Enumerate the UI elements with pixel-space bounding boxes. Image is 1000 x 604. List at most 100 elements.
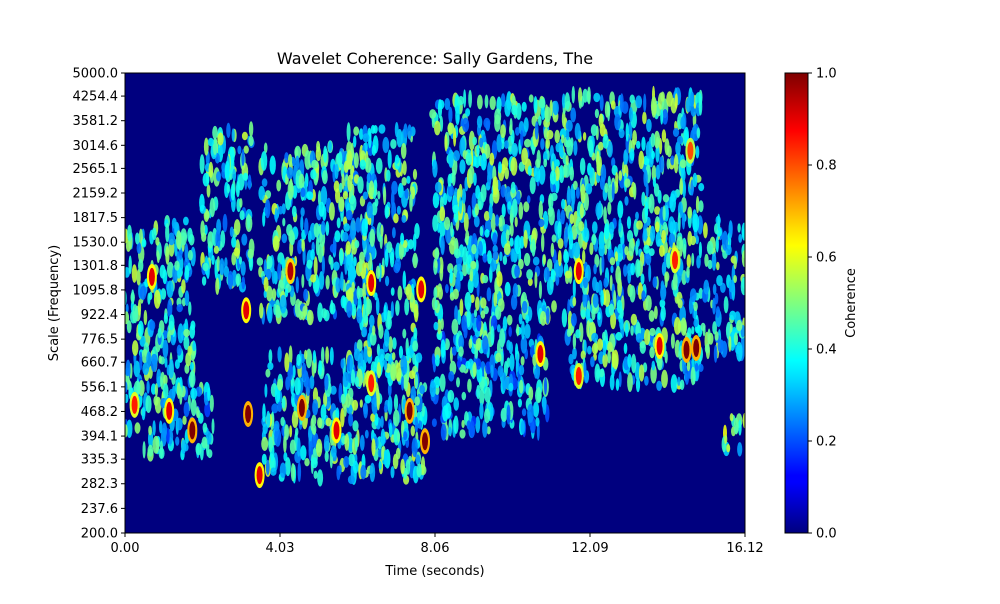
coherence-blob [262,211,266,227]
coherence-blob [674,221,679,233]
coherence-blob [317,469,324,487]
coherence-blob [187,227,193,243]
coherence-blob [188,301,192,316]
coherence-blob [383,359,388,371]
coherence-blob [217,132,224,146]
y-tick-label: 660.7 [81,356,118,371]
coherence-blob [353,288,358,307]
coherence-blob [711,251,717,271]
coherence-blob [631,353,637,374]
coherence-blob [575,329,581,339]
coherence-blob [287,180,294,200]
coherence-blob [733,332,739,346]
coherence-blob [349,267,355,286]
coherence-blob [539,311,547,326]
coherence-blob [448,149,454,168]
coherence-blob [353,135,357,148]
coherence-blob [269,155,276,175]
coherence-blob [235,273,242,286]
coherence-blob [714,331,719,341]
coherence-blob [741,222,745,241]
coherence-blob [592,293,599,308]
coherence-blob [495,214,500,227]
coherence-blob [533,166,541,183]
coherence-blob [686,266,690,278]
coherence-blob [141,406,146,421]
coherence-blob [137,320,144,337]
coherence-blob [179,386,183,405]
coherence-blob [603,277,608,289]
coherence-blob [499,251,503,262]
coherence-blob [347,475,355,484]
coherence-blob [137,299,142,316]
coherence-blob [351,281,355,293]
coherence-blob [698,363,704,372]
coherence-blob [165,223,170,243]
coherence-blob [571,189,576,206]
colorbar-axis: 0.0 0.2 0.4 0.6 0.8 1.0 [808,67,837,542]
coherence-blob [211,255,215,265]
coherence-blob [742,412,745,429]
y-axis: 200.0 237.6 282.3 335.3 394.1 468.2 556.1 660.7… [73,67,125,542]
coherence-blob [393,409,400,427]
coherence-blob [266,255,273,269]
coherence-blob [672,128,680,137]
coherence-blob [507,201,512,210]
coherence-blob [589,166,593,179]
coherence-blob [733,275,737,283]
coherence-blob [590,124,598,136]
coherence-blob [156,250,160,259]
coherence-blob [247,174,252,190]
coherence-blob [624,196,629,206]
coherence-blob [125,267,130,278]
coherence-blob [458,196,463,214]
coherence-blob [518,258,524,270]
coherence-blob [587,345,592,355]
coherence-blob [325,275,330,290]
coherence-blob [695,195,700,214]
coherence-blob [662,221,668,231]
coherence-blob [181,279,186,294]
coherence-blob [433,287,438,299]
coherence-blob [203,137,209,156]
coherence-blob [438,99,445,110]
coherence-blob [356,339,363,352]
coherence-blob [565,128,570,141]
coherence-blob [375,157,383,174]
coherence-blob [262,423,268,435]
coherence-blob [334,163,339,180]
coherence-blob [479,137,484,148]
coherence-blob [202,262,209,272]
coherence-blob [190,320,196,331]
coherence-blob [175,436,180,446]
coherence-blob [532,401,540,418]
coherence-blob [340,407,345,428]
coherence-blob [323,434,330,454]
coherence-blob [334,230,341,243]
coherence-blob [703,222,708,239]
coherence-blob [285,457,291,477]
coherence-blob [320,220,326,236]
coherence-blob [195,442,202,456]
coherence-blob [384,449,387,468]
coherence-blob [401,177,407,186]
coherence-blob [219,258,225,276]
coherence-hotspot [672,251,678,270]
coherence-blob [300,187,306,198]
coherence-blob [328,202,335,221]
y-tick-label: 1530.0 [73,236,119,251]
coherence-blob [630,262,636,276]
coherence-blob [176,344,182,356]
coherence-blob [567,223,573,241]
coherence-blob [183,401,190,417]
coherence-blob [500,407,508,422]
coherence-blob [388,422,393,438]
coherence-blob [125,367,130,377]
coherence-blob [687,206,693,219]
coherence-blob [552,184,557,193]
coherence-blob [650,133,656,148]
coherence-blob [429,109,437,119]
coherence-blob [496,134,503,153]
coherence-blob [691,326,695,335]
